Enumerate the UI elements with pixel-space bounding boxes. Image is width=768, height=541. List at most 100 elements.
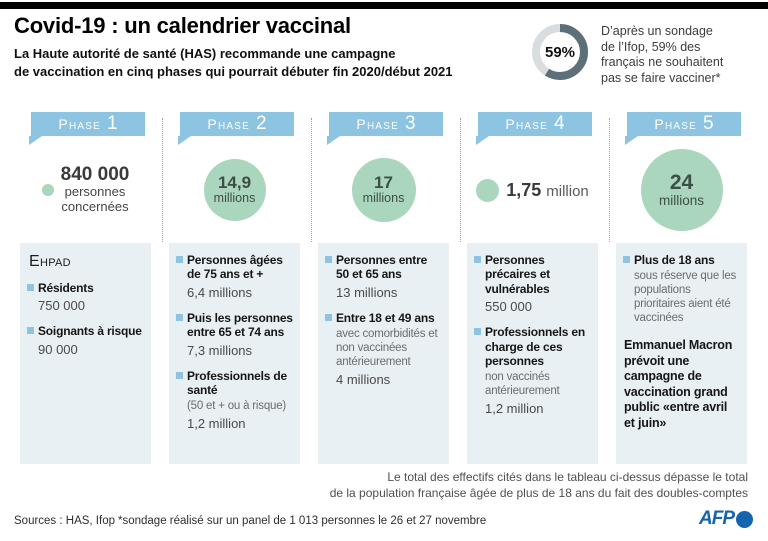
phase-banner-number: 5 [703, 113, 714, 134]
item-note: avec comorbidités et non vaccinées antér… [336, 328, 438, 369]
green-dot-icon [476, 178, 500, 202]
phase-banner-word: Phase [505, 116, 548, 132]
item-label: Professionnels de santé [187, 368, 287, 397]
bullet-square-icon [325, 313, 332, 321]
phase-2-stat: 14,9 millions [169, 138, 300, 242]
phase-1-box: Ehpad Résidents 750 000 Soignants à risq… [20, 243, 151, 464]
phase-banner-word: Phase [356, 116, 399, 132]
item-label: Plus de 18 ans [634, 253, 715, 267]
phase-5-extra-note: Emmanuel Macron prévoit une campagne de … [624, 338, 733, 430]
phase-1-stat-caption: personnes concernées [61, 184, 129, 214]
survey-note: D’après un sondage de l’Ifop, 59% des fr… [601, 24, 724, 85]
phase-4-banner: Phase 4 [476, 112, 592, 145]
phase-banner-word: Phase [654, 116, 697, 132]
column-divider [460, 118, 461, 242]
phase-5-banner: Phase 5 [625, 112, 741, 145]
list-item: Plus de 18 ans sous réserve que les popu… [623, 253, 741, 325]
phase-banner-word: Phase [207, 116, 250, 132]
phase-banner-number: 2 [256, 113, 267, 134]
phase-banner-number: 1 [107, 113, 118, 134]
phase-3-stat-number: 17 [374, 173, 393, 193]
bullet-square-icon [474, 328, 481, 336]
item-value: 13 millions [336, 284, 398, 300]
phase-1-stat: 840 000 personnes concernées [20, 138, 151, 242]
bullet-square-icon [27, 327, 34, 335]
item-value: 90 000 [38, 341, 78, 357]
donut-ring-icon [532, 24, 588, 80]
survey-donut-chart: 59% [531, 23, 589, 81]
phase-5-box: Plus de 18 ans sous réserve que les popu… [616, 243, 747, 464]
phase-5-stat-number: 24 [669, 170, 694, 194]
item-value: 4 millions [336, 372, 391, 388]
green-dot-icon [41, 184, 54, 196]
item-value: 550 000 [485, 299, 532, 315]
green-circle-stat: 17 millions [351, 158, 416, 222]
item-note: sous réserve que les populations priorit… [634, 270, 737, 325]
phase-banner-word: Phase [58, 116, 101, 132]
phase-4-column: Phase 4 1,75 million Personnes précaires… [467, 112, 598, 464]
top-bar [0, 2, 768, 9]
list-item: Professionnels en charge de ces personne… [474, 325, 592, 416]
phase-2-column: Phase 2 14,9 millions Personnes âgées de… [169, 112, 300, 464]
item-label: Entre 18 et 49 ans [336, 310, 435, 325]
phase-1-banner: Phase 1 [29, 112, 145, 145]
green-circle-stat: 14,9 millions [203, 159, 266, 221]
afp-logo: AFP [699, 508, 753, 530]
item-value: 1,2 million [187, 416, 246, 432]
phase-1-column: Phase 1 840 000 personnes concernées Ehp… [20, 112, 151, 464]
bullet-square-icon [27, 284, 34, 291]
list-item: Puis les personnes entre 65 et 74 ans 7,… [176, 311, 294, 358]
sources-line: Sources : HAS, Ifop [14, 515, 115, 527]
phase-3-stat: 17 millions [318, 138, 449, 242]
survey-percent: 59% [544, 43, 576, 61]
list-item: Entre 18 et 49 ans avec comorbidités et … [325, 311, 443, 387]
phase-4-stat: 1,75 million [467, 138, 598, 242]
phase-2-stat-unit: millions [213, 191, 256, 206]
item-label: Personnes âgées de 75 ans et + [187, 253, 283, 282]
bullet-square-icon [176, 371, 183, 379]
phase-5-stat-unit: millions [658, 192, 704, 208]
phase-3-banner: Phase 3 [327, 112, 443, 145]
item-note: (50 et + ou à risque) [187, 400, 287, 413]
bullet-square-icon [474, 256, 481, 263]
list-item: Personnes entre 50 et 65 ans 13 millions [325, 253, 443, 300]
phase-5-column: Phase 5 24 millions Plus de 18 ans sous … [616, 112, 747, 464]
list-item: Professionnels de santé (50 et + ou à ri… [176, 368, 294, 432]
bullet-square-icon [176, 313, 183, 321]
phase-3-stat-unit: millions [362, 191, 405, 206]
bullet-square-icon [325, 256, 332, 263]
item-label: Puis les personnes entre 65 et 74 ans [187, 310, 293, 340]
phase-banner-number: 4 [554, 113, 565, 134]
phase-4-stat-number: 1,75 [506, 179, 542, 200]
item-label: Soignants à risque [38, 324, 142, 339]
page-subtitle: La Haute autorité de santé (HAS) recomma… [14, 46, 453, 80]
phase-3-column: Phase 3 17 millions Personnes entre 50 e… [318, 112, 449, 464]
green-circle-stat: 24 millions [640, 149, 723, 231]
list-item: Résidents 750 000 [27, 281, 145, 313]
survey-method-note: *sondage réalisé sur un panel de 1 013 p… [118, 515, 487, 527]
phase-2-banner: Phase 2 [178, 112, 294, 145]
phase-1-box-title: Ehpad [29, 253, 71, 270]
phase-2-box: Personnes âgées de 75 ans et + 6,4 milli… [169, 243, 300, 464]
page-title: Covid-19 : un calendrier vaccinal [14, 13, 351, 38]
item-label: Personnes entre 50 et 65 ans [336, 253, 428, 282]
item-label: Personnes précaires et vulnérables [485, 253, 550, 296]
list-item: Personnes âgées de 75 ans et + 6,4 milli… [176, 253, 294, 300]
phase-3-box: Personnes entre 50 et 65 ans 13 millions… [318, 243, 449, 464]
bullet-square-icon [176, 256, 183, 263]
item-value: 6,4 millions [187, 284, 253, 300]
totals-disclaimer: Le total des effectifs cités dans le tab… [329, 470, 748, 500]
item-value: 7,3 millions [187, 342, 253, 358]
phase-1-stat-number: 840 000 [60, 164, 130, 186]
item-label: Professionnels en charge de ces personne… [485, 325, 585, 368]
afp-globe-icon [736, 510, 753, 528]
phase-4-box: Personnes précaires et vulnérables 550 0… [467, 243, 598, 464]
column-divider [609, 118, 610, 242]
column-divider [311, 118, 312, 242]
column-divider [162, 118, 163, 242]
bullet-square-icon [623, 256, 630, 263]
list-item: Soignants à risque 90 000 [27, 324, 145, 357]
phase-2-stat-number: 14,9 [217, 173, 252, 193]
item-label: Résidents [38, 281, 94, 295]
